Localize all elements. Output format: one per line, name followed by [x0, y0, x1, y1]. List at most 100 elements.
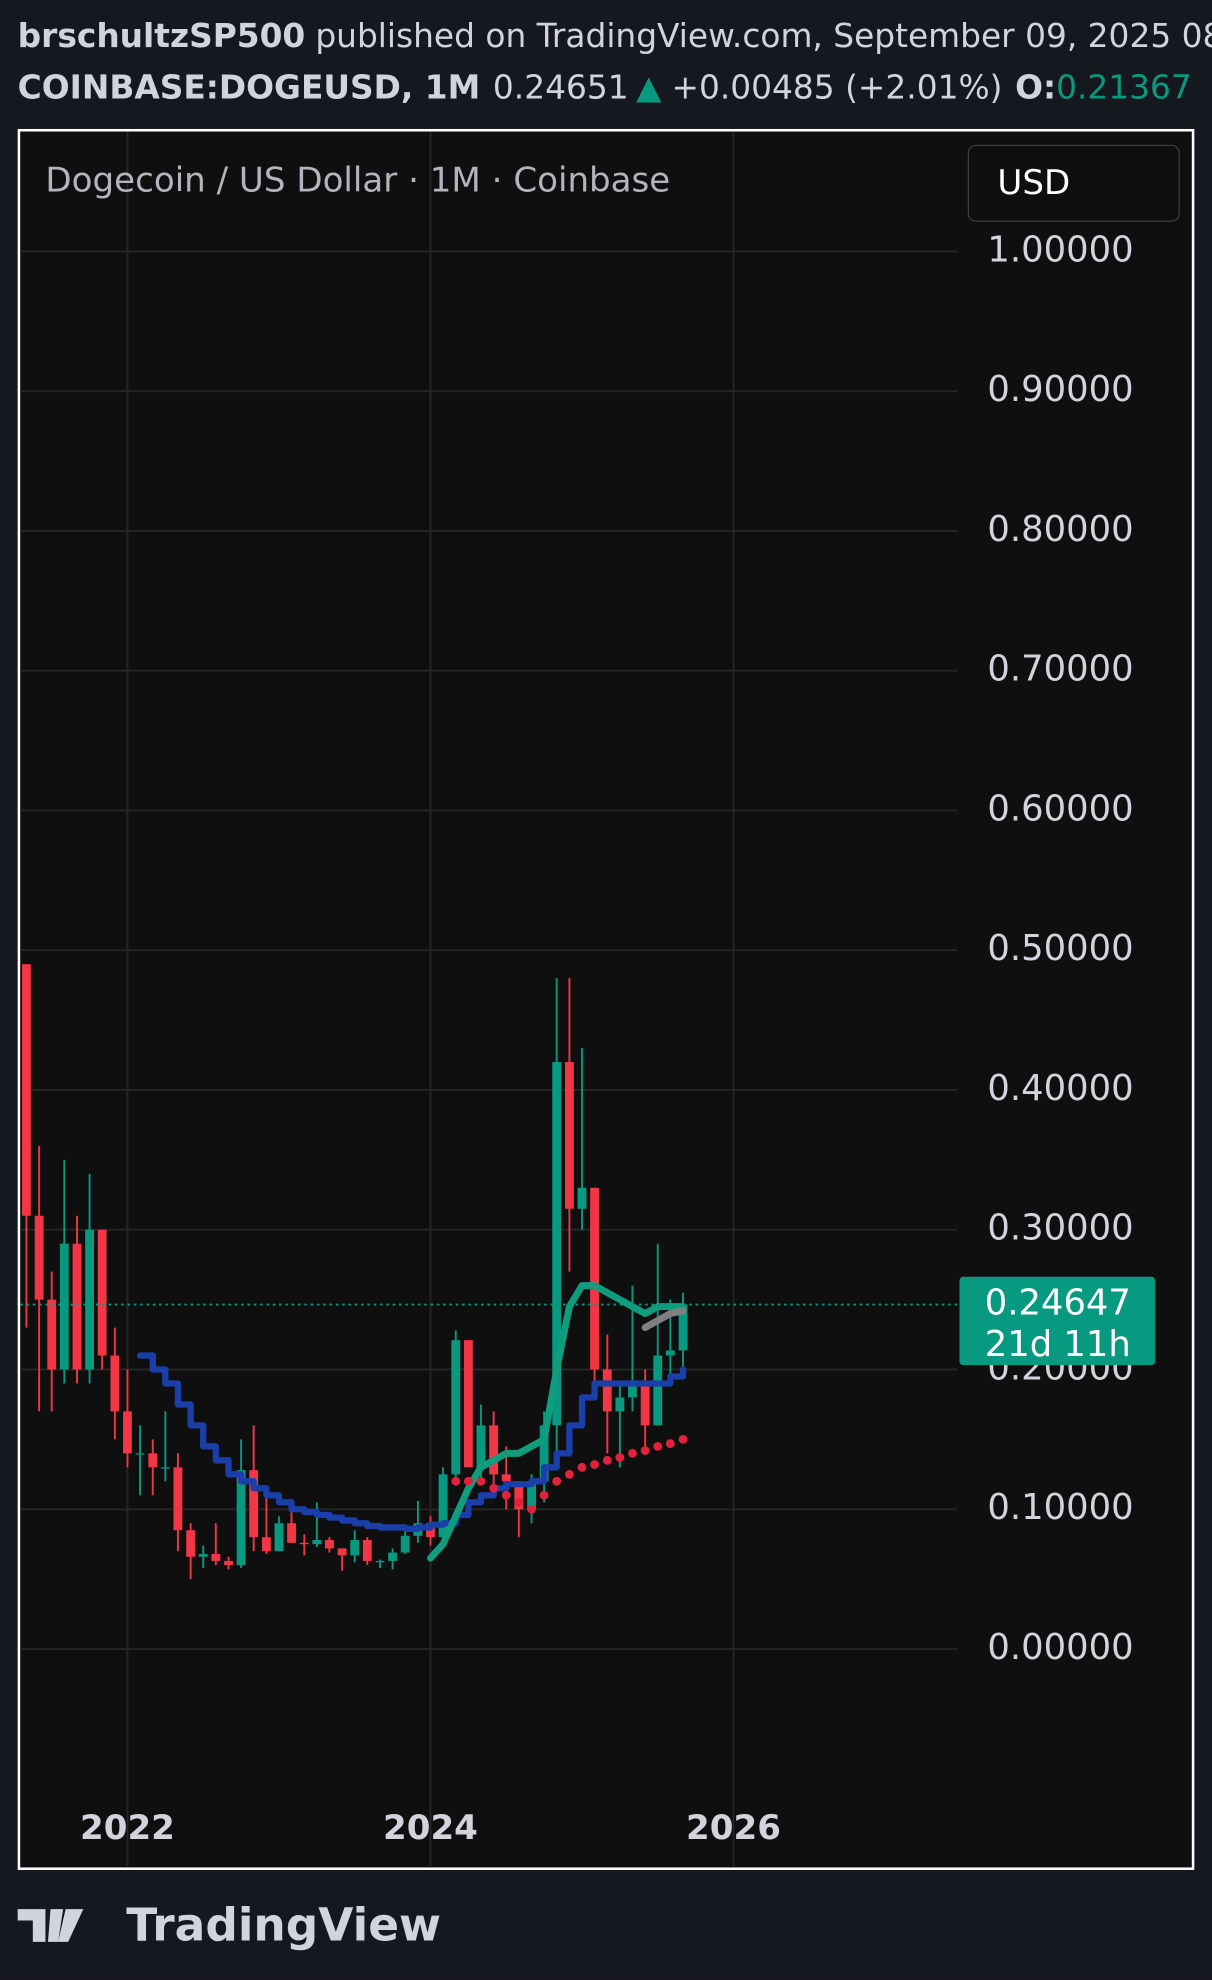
candle-body: [628, 1383, 637, 1398]
candle-body: [564, 1062, 574, 1209]
candle-body: [514, 1481, 524, 1510]
candle-body: [173, 1467, 183, 1531]
indicator-dot: [577, 1462, 587, 1472]
candle-body: [615, 1397, 625, 1412]
y-tick-label: 0.10000: [987, 1487, 1133, 1528]
indicator-dot: [463, 1476, 473, 1486]
candle-body: [110, 1355, 120, 1412]
candle-body: [362, 1540, 372, 1561]
header-line-1: brschultzSP500 published on TradingView.c…: [18, 16, 1212, 54]
candle-body: [299, 1542, 309, 1545]
candle-body: [539, 1425, 549, 1482]
indicator-dot: [653, 1441, 663, 1451]
indicator-dot: [678, 1434, 688, 1444]
indicator-dot: [564, 1469, 574, 1479]
candle-body: [34, 1215, 44, 1300]
change-arrow: ▲: [636, 68, 662, 106]
indicator-dot: [501, 1490, 511, 1500]
indicator-dot: [615, 1453, 625, 1462]
candle-body: [325, 1540, 334, 1549]
y-tick-label: 0.90000: [987, 369, 1133, 410]
candle-body: [451, 1340, 461, 1475]
candle-body: [211, 1553, 221, 1561]
y-tick-label: 0.30000: [987, 1208, 1133, 1249]
currency[interactable]: USD: [997, 163, 1070, 203]
candle-body: [438, 1474, 448, 1538]
candle-body: [375, 1560, 385, 1563]
candle-body: [224, 1560, 233, 1566]
candle-body: [640, 1383, 650, 1426]
candle-body: [665, 1350, 675, 1356]
candle-body: [602, 1369, 612, 1412]
indicator-dot: [539, 1490, 549, 1500]
y-tick-label: 1.00000: [987, 229, 1133, 270]
y-tick-label: 0.40000: [987, 1068, 1133, 1109]
grid: [20, 131, 957, 1867]
candle-body: [501, 1474, 511, 1482]
plot: [20, 964, 957, 1580]
indicator-dot: [476, 1476, 486, 1486]
indicator-dot: [489, 1483, 499, 1493]
footer-logo: TradingView: [126, 1899, 441, 1952]
chart-title: Dogecoin / US Dollar · 1M · Coinbase: [45, 161, 670, 201]
candle-body: [400, 1535, 410, 1553]
candle-body: [135, 1453, 145, 1455]
candle-body: [47, 1299, 57, 1370]
candle-body: [350, 1540, 360, 1556]
candle-body: [123, 1411, 132, 1454]
indicator-dot: [602, 1455, 612, 1465]
candle-body: [463, 1340, 473, 1468]
y-tick-label: 0.00000: [987, 1627, 1133, 1668]
candle-body: [97, 1229, 107, 1356]
open-label: O:: [1015, 68, 1056, 106]
candle-body: [85, 1229, 95, 1370]
x-tick-label: 2026: [686, 1808, 781, 1848]
last-price: 0.24651: [493, 68, 629, 106]
price-label: 0.24647: [985, 1283, 1131, 1324]
y-tick-label: 0.60000: [987, 788, 1133, 829]
indicator-dot: [451, 1476, 461, 1486]
indicator-dot: [628, 1448, 637, 1458]
currency-box[interactable]: [967, 144, 1180, 222]
change: +0.00485 (+2.01%): [672, 68, 1003, 106]
chart-frame: [17, 128, 1195, 1870]
indicator-line: [641, 1307, 687, 1332]
y-tick-label: 0.70000: [987, 649, 1133, 690]
indicator-dot: [552, 1476, 562, 1486]
candle-body: [21, 964, 31, 1216]
x-tick-label: 2022: [80, 1808, 175, 1848]
y-tick-label: 0.50000: [987, 928, 1133, 969]
candle-body: [653, 1355, 663, 1426]
candle-body: [59, 1243, 69, 1370]
candle-body: [249, 1470, 259, 1538]
candle-body: [577, 1187, 587, 1209]
candle-body: [261, 1537, 271, 1552]
candle-body: [72, 1243, 82, 1370]
candle-body: [527, 1481, 536, 1510]
logo-mark: [17, 1909, 84, 1942]
candle-body: [476, 1425, 486, 1468]
candle-body: [236, 1470, 246, 1566]
candle-body: [388, 1552, 398, 1561]
candle-body: [312, 1540, 322, 1545]
y-tick-label: 0.80000: [987, 509, 1133, 550]
x-tick-label: 2024: [383, 1808, 478, 1848]
candle-body: [337, 1548, 347, 1556]
indicator-dot: [665, 1439, 675, 1448]
indicator-dot: [527, 1504, 536, 1514]
candle-body: [186, 1530, 196, 1557]
author: brschultzSP500: [18, 16, 306, 54]
indicator-dot: [514, 1497, 524, 1507]
price-label-box: [959, 1276, 1156, 1366]
candle-body: [590, 1187, 599, 1370]
candle-body: [148, 1453, 158, 1468]
symbol: COINBASE:DOGEUSD, 1M: [18, 68, 481, 106]
candle-body: [552, 1062, 562, 1426]
open-value: 0.21367: [1056, 68, 1192, 106]
candle-body: [274, 1523, 284, 1552]
candle-body: [198, 1553, 208, 1557]
indicator-dot: [640, 1446, 650, 1455]
candle-body: [160, 1467, 170, 1469]
